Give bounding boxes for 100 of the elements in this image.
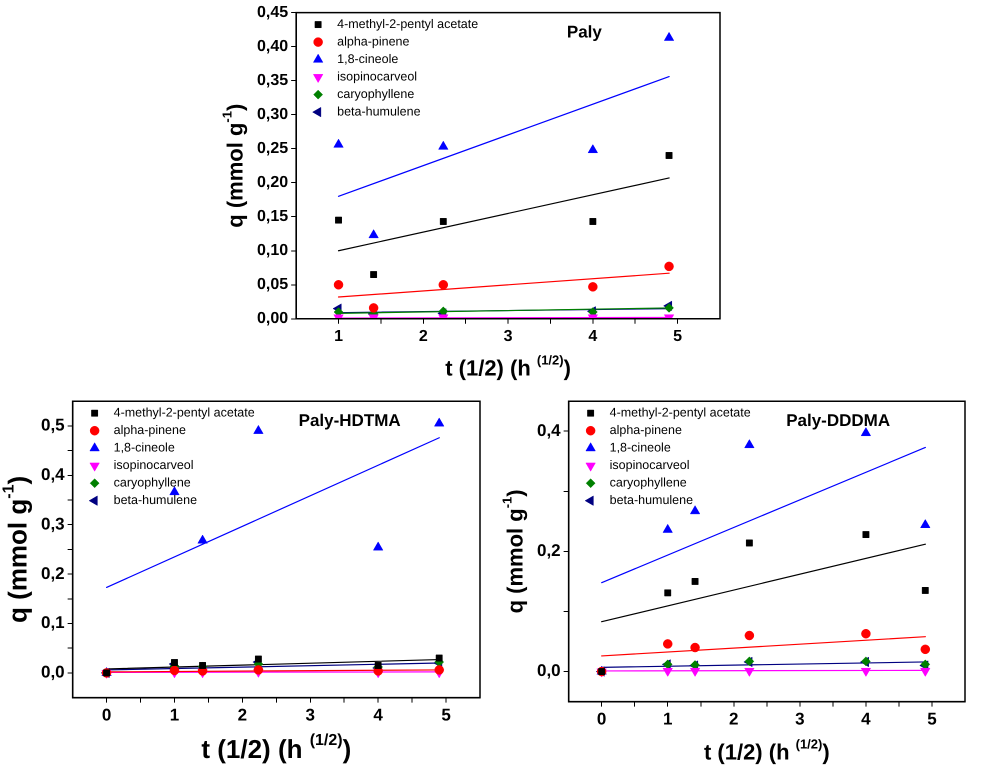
x-tick-label: 4 xyxy=(588,328,598,345)
x-tick-label: 2 xyxy=(238,705,248,724)
text: Paly xyxy=(566,22,602,42)
point xyxy=(368,303,378,313)
y-tick-label: 0,30 xyxy=(257,106,288,124)
x-tick-label: 3 xyxy=(306,705,315,724)
point xyxy=(664,262,674,272)
y-tick-label: 0,2 xyxy=(40,564,65,583)
point xyxy=(690,642,700,652)
x-tick-label: 2 xyxy=(418,328,428,345)
point xyxy=(373,542,384,550)
point xyxy=(588,144,598,154)
x-tick-label: 3 xyxy=(504,328,513,345)
point xyxy=(690,505,700,514)
legend-label: caryophyllene xyxy=(610,476,687,490)
point xyxy=(860,668,871,677)
y-tick-label: 0,3 xyxy=(40,514,65,534)
y-tick-label: 0,25 xyxy=(257,140,288,158)
legend-label: beta-humulene xyxy=(337,104,421,119)
y-tick-label: 0,40 xyxy=(257,38,288,56)
point xyxy=(666,152,672,159)
point xyxy=(374,662,382,669)
point xyxy=(434,418,444,426)
point xyxy=(434,665,444,675)
point xyxy=(662,668,673,677)
y-tick-label: 0,4 xyxy=(40,464,66,484)
point xyxy=(664,303,674,313)
point xyxy=(662,524,673,533)
point xyxy=(253,425,264,434)
x-tick-label: 1 xyxy=(334,328,344,345)
y-tick-label: 0,2 xyxy=(536,541,561,560)
point xyxy=(922,587,929,594)
point xyxy=(692,578,699,585)
y-tick-label: 0,15 xyxy=(257,208,288,226)
y-axis-title: q (mmol g-1) xyxy=(0,476,33,623)
legend-label: 4-methyl-2-pentyl acetate xyxy=(114,406,255,420)
x-tick-label: 0 xyxy=(596,709,606,728)
point xyxy=(861,628,871,638)
point xyxy=(334,280,344,290)
x-tick-label: 5 xyxy=(441,705,451,724)
point xyxy=(335,216,342,224)
point xyxy=(438,280,448,290)
legend-label: alpha-pinene xyxy=(337,34,410,49)
y-tick-label: 0,00 xyxy=(257,310,288,328)
x-tick-label: 1 xyxy=(662,709,672,728)
point xyxy=(436,654,443,662)
point xyxy=(746,540,753,546)
point xyxy=(334,138,344,148)
point xyxy=(589,218,596,225)
point xyxy=(254,656,262,662)
y-tick-label: 0,0 xyxy=(536,661,561,680)
y-tick-label: 0,05 xyxy=(257,276,288,294)
legend-label: 4-methyl-2-pentyl acetate xyxy=(610,406,751,420)
point xyxy=(199,662,206,669)
y-tick-label: 0,35 xyxy=(257,72,288,90)
y-tick-label: 0,45 xyxy=(257,4,288,22)
y-tick-label: 0,10 xyxy=(257,242,288,260)
point xyxy=(171,659,178,666)
x-tick-label: 1 xyxy=(170,705,180,724)
legend-label: caryophyllene xyxy=(114,476,191,490)
y-axis-title: q (mmol g-1) xyxy=(219,104,248,228)
point xyxy=(438,140,448,150)
point xyxy=(664,32,674,41)
point xyxy=(744,630,754,640)
legend-label: beta-humulene xyxy=(114,493,198,508)
text: Paly-HDTMA xyxy=(298,410,401,430)
legend-label: 1,8-cineole xyxy=(610,440,671,455)
x-tick-label: 3 xyxy=(795,709,805,728)
y-tick-label: 0,0 xyxy=(40,662,65,682)
point xyxy=(588,282,598,292)
point xyxy=(920,519,930,528)
legend-label: caryophyllene xyxy=(337,87,414,102)
y-tick-label: 0,4 xyxy=(536,420,562,440)
legend-label: alpha-pinene xyxy=(114,423,186,438)
legend-label: isopinocarveol xyxy=(114,458,194,472)
text: Paly-DDDMA xyxy=(786,410,890,430)
x-tick-label: 2 xyxy=(729,709,739,728)
y-tick-label: 0,5 xyxy=(40,416,65,435)
point xyxy=(198,534,208,544)
point xyxy=(690,668,700,677)
point xyxy=(254,665,264,675)
legend-label: 1,8-cineole xyxy=(337,52,398,66)
y-tick-label: 0,20 xyxy=(257,174,288,192)
legend-label: isopinocarveol xyxy=(337,70,418,84)
legend-label: isopinocarveol xyxy=(610,458,690,472)
legend-label: 1,8-cineole xyxy=(114,440,175,455)
legend-label: alpha-pinene xyxy=(610,423,682,438)
point xyxy=(664,589,672,596)
point xyxy=(862,531,870,538)
y-tick-label: 0,1 xyxy=(40,613,65,632)
point xyxy=(370,271,378,278)
point xyxy=(920,668,930,677)
x-tick-label: 4 xyxy=(373,705,384,724)
x-tick-label: 5 xyxy=(927,709,937,728)
x-tick-label: 0 xyxy=(102,705,112,724)
legend-label: beta-humulene xyxy=(610,493,694,508)
point xyxy=(744,439,754,448)
point xyxy=(170,666,180,676)
y-axis-title: q (mmol g-1) xyxy=(499,489,528,614)
point xyxy=(662,639,672,649)
